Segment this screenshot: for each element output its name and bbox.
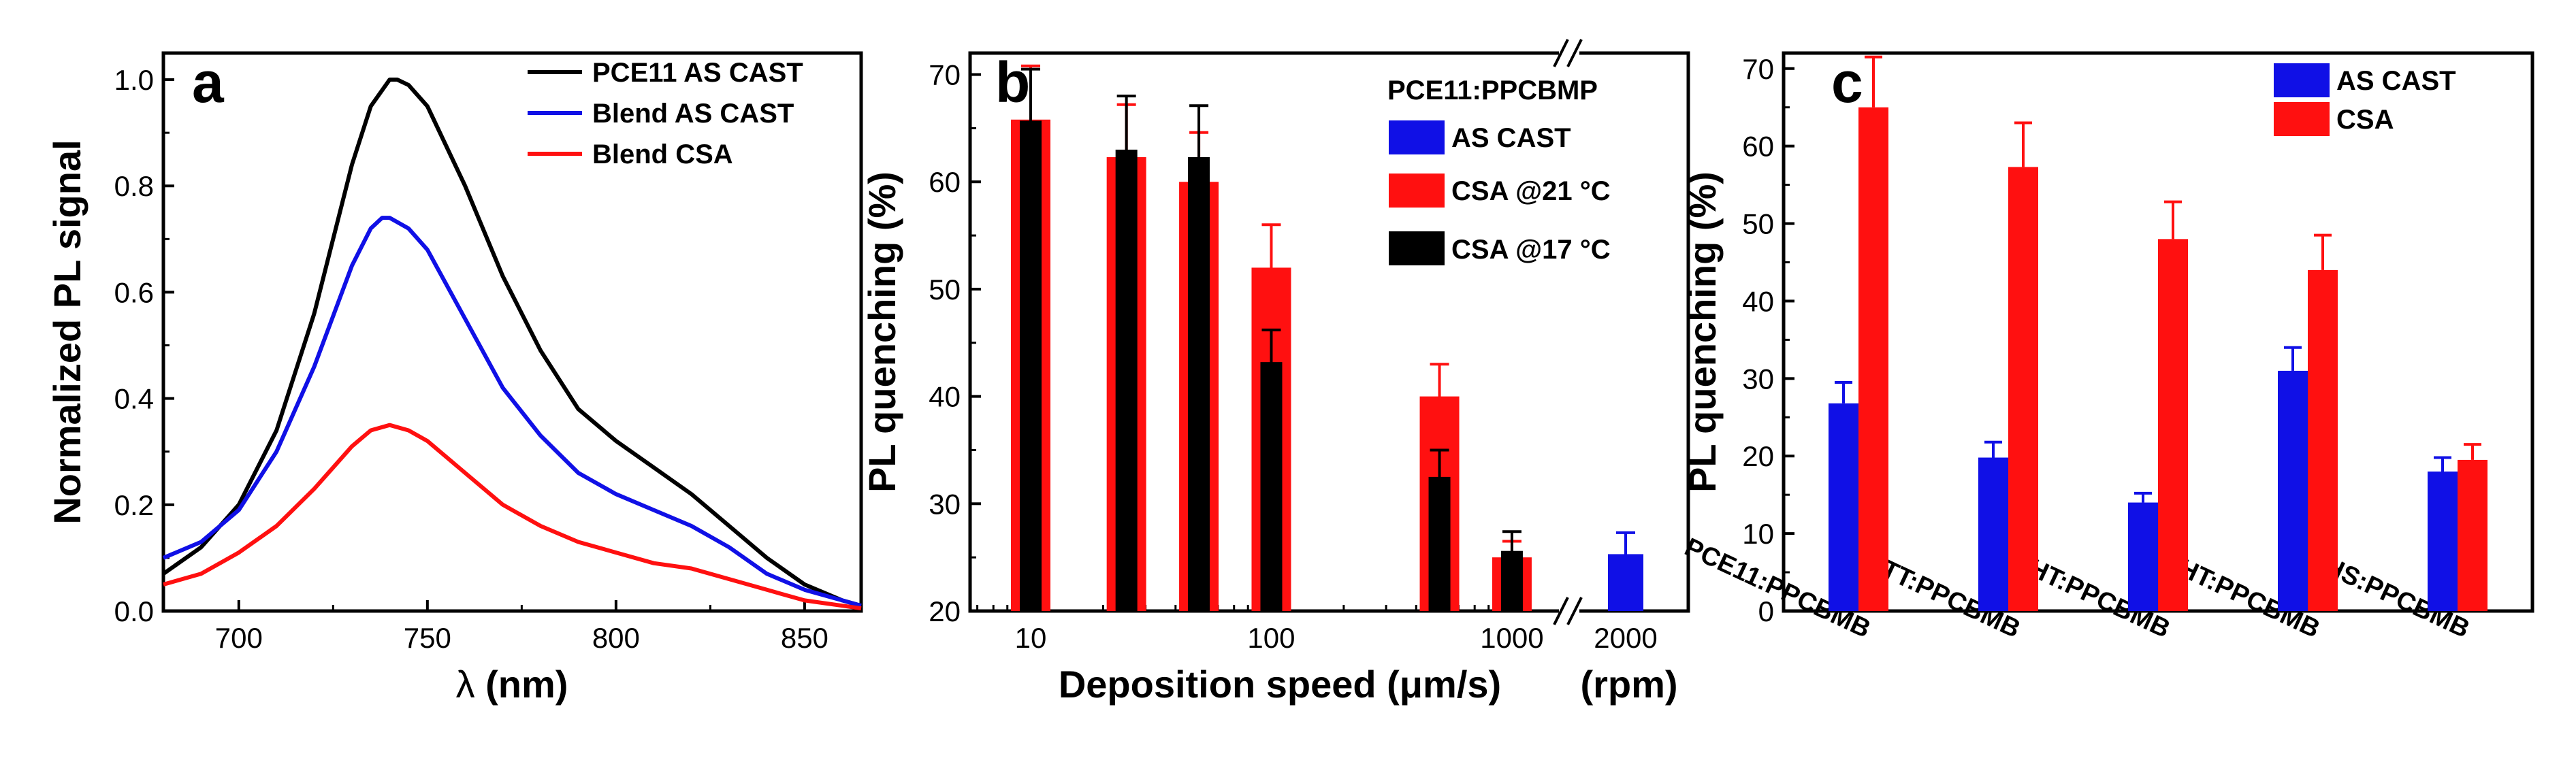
panel-a-y-tick-label: 0.6	[114, 276, 154, 308]
panel-c-bar-0-2	[2128, 502, 2158, 611]
panel-a-x-tick-label: 850	[781, 622, 828, 654]
legend-swatch-c-csa	[2274, 102, 2330, 136]
panel-b-deposition-chart: 10 100 1000 2000 20 30 40 50 60 70 b PCE11:PPCBMP…	[860, 39, 1690, 706]
panel-c-y-tick-label: 20	[1742, 440, 1774, 472]
panel-c-polymer-chart: 010203040506070PCE11:PPCBMBPBTTT:PPCBMBP…	[1680, 50, 2534, 644]
panel-b-label: b	[995, 50, 1030, 114]
panel-b-y-axis-label: PL quenching (%)	[860, 171, 903, 493]
panel-b-y-tick-label: 70	[929, 59, 961, 91]
panel-a-x-tick-label: 800	[592, 622, 640, 654]
legend-label-pce11-as-cast: PCE11 AS CAST	[592, 58, 803, 88]
panel-a-x-tick-label: 750	[404, 622, 451, 654]
panel-b-legend: PCE11:PPCBMP AS CAST CSA @21 °C CSA @17 …	[1387, 76, 1611, 265]
legend-label-csa-21: CSA @21 °C	[1451, 176, 1611, 206]
panel-b-plot-frame	[968, 51, 1690, 613]
panel-c-bar-1-2	[2158, 239, 2188, 611]
panel-c-bar-1-1	[2008, 167, 2038, 611]
panel-b-x-tick-label: 100	[1247, 622, 1295, 654]
panel-c-y-tick-label: 50	[1742, 208, 1774, 240]
panel-a-series-line-1	[162, 216, 862, 608]
legend-label-c-as-cast: AS CAST	[2336, 66, 2456, 96]
panel-a-y-tick-label: 0.0	[114, 595, 154, 627]
panel-c-bar-0-0	[1829, 403, 1858, 611]
panel-b-x-tick-label: 10	[1015, 622, 1047, 654]
panel-b-legend-title: PCE11:PPCBMP	[1387, 76, 1598, 105]
legend-swatch-csa-17	[1389, 231, 1445, 265]
legend-swatch-as-cast	[1389, 120, 1445, 154]
legend-label-c-csa: CSA	[2336, 105, 2394, 135]
panel-c-y-tick-label: 70	[1742, 53, 1774, 85]
panel-b-x-axis-label: Deposition speed (μm/s)	[1059, 663, 1501, 706]
panel-b-x-axis-label-rpm: (rpm)	[1580, 663, 1677, 706]
panel-c-bar-0-4	[2428, 472, 2458, 611]
panel-b-csa17-3-bar	[1260, 362, 1283, 611]
panel-a-y-tick-label: 0.4	[114, 383, 154, 415]
legend-label-csa-17: CSA @17 °C	[1451, 235, 1611, 265]
panel-c-y-tick-label: 10	[1742, 518, 1774, 550]
panel-a-y-tick-label: 1.0	[114, 64, 154, 96]
panel-c-bar-0-1	[1978, 457, 2008, 611]
panel-c-y-tick-label: 60	[1742, 131, 1774, 163]
panel-a-y-axis-label: Normalized PL signal	[46, 139, 88, 524]
panel-b-y-tick-label: 50	[929, 274, 961, 306]
panel-a-legend: PCE11 AS CAST Blend AS CAST Blend CSA	[528, 58, 803, 169]
panel-a-series-line-0	[162, 78, 862, 608]
panel-b-x-tick-label: 1000	[1480, 622, 1543, 654]
panel-a-y-tick-label: 0.8	[114, 170, 154, 202]
panel-b-y-tick-label: 20	[929, 595, 961, 627]
panel-c-label: c	[1831, 50, 1863, 114]
panel-c-bar-1-0	[1858, 107, 1888, 611]
panel-c-bar-1-3	[2308, 269, 2338, 611]
panel-a-series-line-2	[163, 423, 862, 611]
legend-label-as-cast: AS CAST	[1451, 123, 1571, 153]
panel-c-legend: AS CAST CSA	[2274, 63, 2456, 136]
legend-swatch-c-as-cast	[2274, 63, 2330, 97]
panel-a-plot-frame	[161, 51, 863, 613]
panel-a-x-axis-label: λ (nm)	[456, 663, 568, 706]
panel-b-y-tick-label: 40	[929, 381, 961, 413]
panel-b-y-tick-label: 30	[929, 488, 961, 520]
legend-swatch-csa-21	[1389, 174, 1445, 208]
panel-b-rpm-tick-label: 2000	[1594, 622, 1657, 654]
panel-c-bar-1-4	[2458, 459, 2488, 611]
panel-c-bar-0-3	[2278, 370, 2308, 611]
legend-label-blend-csa: Blend CSA	[592, 139, 733, 169]
panel-a-y-tick-label: 0.2	[114, 489, 154, 521]
panel-c-y-tick-label: 30	[1742, 363, 1774, 395]
panel-c-y-tick-label: 0	[1758, 595, 1774, 627]
panel-b-axis-break	[1553, 39, 1583, 625]
panel-b-csa17-1-bar	[1115, 149, 1138, 611]
panel-b-y-tick-label: 60	[929, 166, 961, 198]
panel-c-y-tick-label: 40	[1742, 285, 1774, 317]
panel-c-y-axis-label: PL quenching (%)	[1681, 171, 1724, 493]
panel-b-csa17-0-bar	[1020, 120, 1042, 611]
panel-b-csa17-2-bar	[1188, 156, 1210, 611]
panel-a-spectra-chart: 700 750 800 850 0.0 0.2 0.4 0.6 0.8 1.0 a PCE11 A…	[46, 50, 863, 706]
legend-label-blend-as-cast: Blend AS CAST	[592, 99, 794, 129]
panel-a-label: a	[192, 50, 225, 114]
panel-a-x-tick-label: 700	[215, 622, 263, 654]
